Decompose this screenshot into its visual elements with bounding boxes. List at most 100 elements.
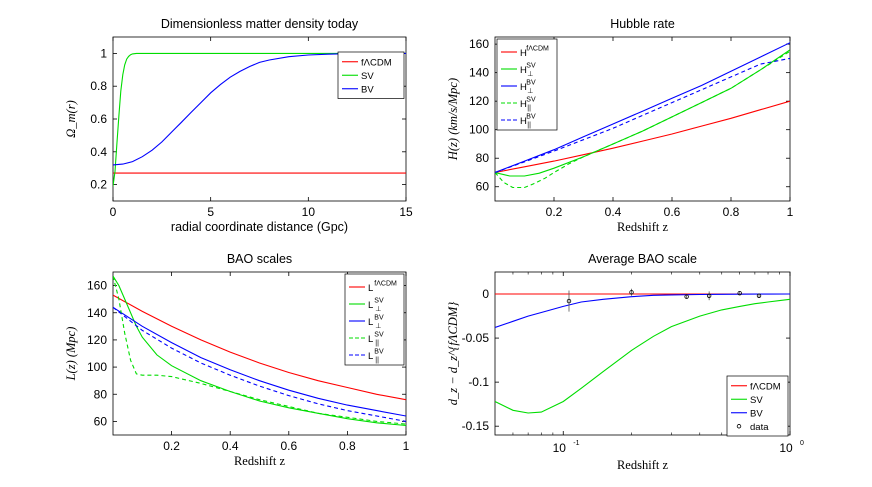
legend-label-2: BV xyxy=(361,84,374,95)
legend-label-1: SV xyxy=(750,395,763,406)
y-tick-label: 160 xyxy=(87,279,107,293)
legend-label-sub-1: ⊥ xyxy=(375,306,381,313)
x-tick-label: 10 xyxy=(553,441,567,455)
series-line-3 xyxy=(495,50,790,189)
legend-label-sup-4: BV xyxy=(526,114,536,121)
legend-box xyxy=(496,38,558,131)
data-point xyxy=(706,293,712,298)
y-tick-label: 140 xyxy=(87,306,107,320)
y-axis-label: d_z − d_z^{fΛCDM} xyxy=(446,302,460,406)
legend-label-3: L xyxy=(368,334,373,345)
x-tick-label: 0.6 xyxy=(664,205,681,219)
series-line-2 xyxy=(495,293,790,329)
legend-swatch-points xyxy=(736,424,742,429)
series-line-2 xyxy=(113,306,406,417)
y-axis-label: Ω_m(r) xyxy=(64,100,78,138)
legend-label-sup-0: fΛCDM xyxy=(526,46,549,53)
legend-label-sup-3: SV xyxy=(526,97,536,104)
legend-label-3: H xyxy=(520,99,527,110)
x-tick-label: 0.8 xyxy=(339,439,356,453)
x-tick-label-exp: 0 xyxy=(800,440,804,447)
data-point xyxy=(684,294,689,299)
x-tick-label: 1 xyxy=(403,439,410,453)
x-tick-label: 0.2 xyxy=(546,205,563,219)
legend-label-sub-2: ⊥ xyxy=(527,88,533,95)
legend-label-sub-4: || xyxy=(527,122,531,129)
data-point xyxy=(737,290,742,296)
legend-label-points: data xyxy=(750,422,769,433)
series-line-1 xyxy=(113,52,406,187)
legend-label-4: L xyxy=(368,351,373,362)
x-tick-label: 0.4 xyxy=(605,205,622,219)
y-tick-label: 0.4 xyxy=(90,145,107,159)
legend-label-1: SV xyxy=(361,71,374,82)
legend-label-0: H xyxy=(520,48,527,59)
chart-title: Dimensionless matter density today xyxy=(161,17,359,31)
series-line-1 xyxy=(113,275,406,427)
x-axis-label: Redshift z xyxy=(617,458,668,472)
y-tick-label: -0.1 xyxy=(468,375,489,389)
y-tick-label: 120 xyxy=(87,333,107,347)
series-line-3 xyxy=(113,275,406,425)
y-tick-label: 160 xyxy=(469,37,489,51)
legend: fΛCDM SV BV data xyxy=(726,375,789,437)
legend-label-2: L xyxy=(368,317,373,328)
x-tick-label: 15 xyxy=(399,205,413,219)
x-tick-label: 5 xyxy=(207,205,214,219)
legend-label-2: H xyxy=(520,82,527,93)
series-group xyxy=(113,52,406,187)
legend-label-sub-3: || xyxy=(527,105,531,112)
legend-label-sub-3: || xyxy=(375,340,379,347)
panel-density: 0 5 10 15 0.2 0.4 0.6 0.8 1 Dimensionless matter … xyxy=(64,17,413,234)
y-tick-label: -0.15 xyxy=(462,419,490,433)
series-line-2 xyxy=(113,52,406,166)
x-axis-label: Redshift z xyxy=(617,220,668,234)
chart-title: BAO scales xyxy=(227,252,292,266)
legend-label-sup-1: SV xyxy=(526,63,536,70)
x-tick-label: 0.8 xyxy=(723,205,740,219)
y-tick-label: 60 xyxy=(476,180,490,194)
data-point xyxy=(756,293,762,298)
series-group xyxy=(113,275,406,427)
legend-box xyxy=(344,273,405,366)
legend-label-sup-0: fΛCDM xyxy=(374,281,397,288)
x-axis-label: Redshift z xyxy=(234,454,285,468)
y-tick-label: -0.05 xyxy=(462,331,490,345)
data-point xyxy=(566,298,572,304)
legend-label-1: H xyxy=(520,65,527,76)
legend-label-sup-2: BV xyxy=(374,315,384,322)
x-tick-label: 10 xyxy=(302,205,316,219)
y-tick-label: 0 xyxy=(482,287,489,301)
legend-label-2: BV xyxy=(750,408,763,419)
data-point xyxy=(629,290,634,295)
x-tick-label: 1 xyxy=(787,205,794,219)
x-tick-label: 10 xyxy=(779,441,793,455)
legend-label-0: fΛCDM xyxy=(361,57,392,68)
legend-label-sub-4: || xyxy=(375,357,379,364)
y-tick-label: 140 xyxy=(469,66,489,80)
panel-avg: 10 -1 10 0 -0.15 -0.1 -0.05 0 Average BAO scale R… xyxy=(446,252,804,472)
legend-label-0: fΛCDM xyxy=(750,381,781,392)
legend-label-1: L xyxy=(368,300,373,311)
y-tick-label: 100 xyxy=(469,123,489,137)
y-tick-label: 120 xyxy=(469,94,489,108)
legend-label-sup-3: SV xyxy=(374,332,384,339)
series-line-2 xyxy=(495,42,790,174)
x-tick-label: 0.4 xyxy=(222,439,239,453)
x-tick-label: 0.2 xyxy=(163,439,180,453)
y-tick-label: 1 xyxy=(100,46,107,60)
legend-label-sup-2: BV xyxy=(526,80,536,87)
y-tick-label: 0.6 xyxy=(90,112,107,126)
y-axis-label: H(z) (km/s/Mpc) xyxy=(446,78,460,161)
series-line-0 xyxy=(495,100,790,174)
legend-label-4: H xyxy=(520,116,527,127)
y-axis-label: L(z) (Mpc) xyxy=(64,327,78,382)
x-tick-label: 0.6 xyxy=(280,439,297,453)
legend-label-sup-1: SV xyxy=(374,298,384,305)
legend-label-0: L xyxy=(368,283,373,294)
